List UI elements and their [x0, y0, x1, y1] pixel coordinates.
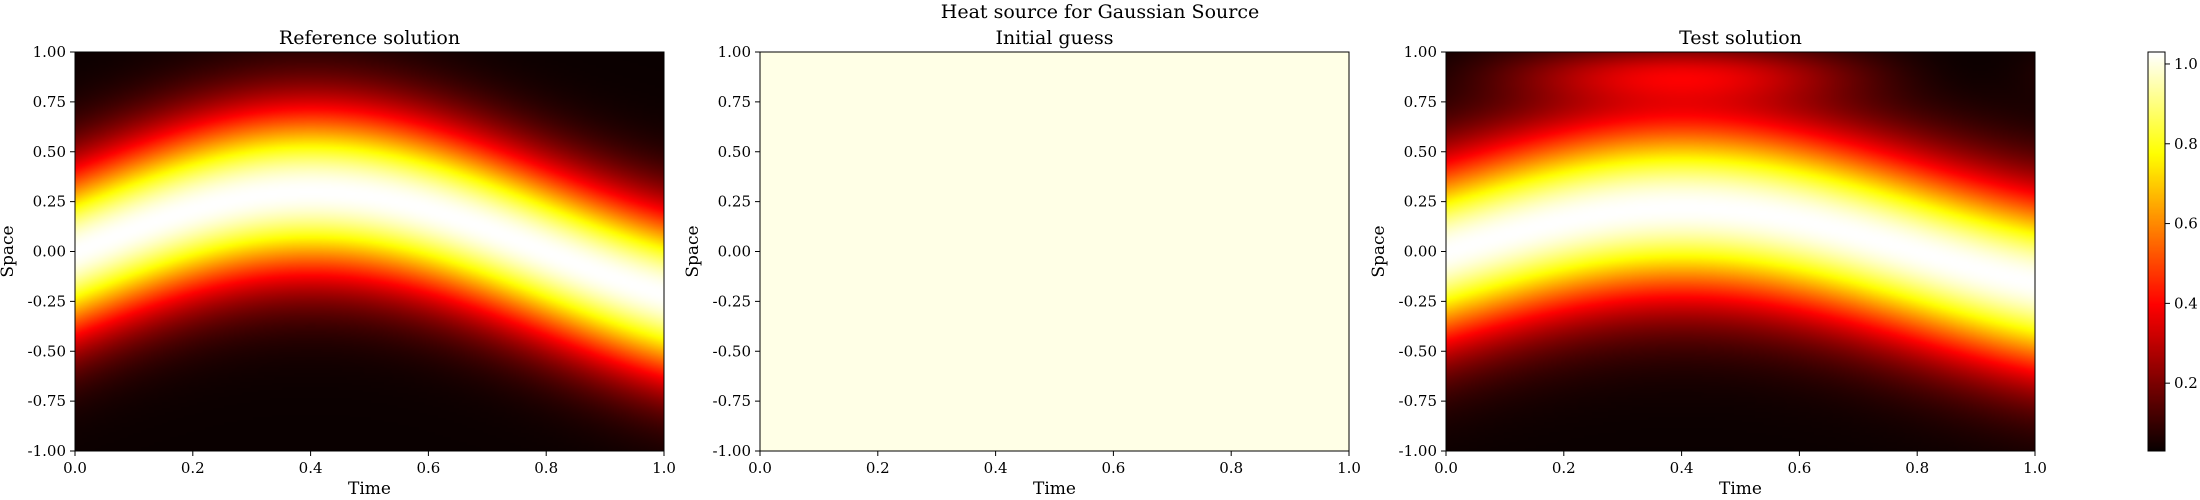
heatmap-panel-1: Reference solution Time Space 0.0 0.2 0.4 0.6 0…	[0, 27, 676, 499]
y-tick-label: -0.50	[1399, 342, 1437, 360]
colorbar-tick-label: 0.8	[2174, 135, 2198, 153]
y-tick-label: -0.75	[28, 392, 66, 410]
colorbar-tick-label: 0.2	[2174, 374, 2198, 392]
panel-title: Test solution	[1679, 27, 1802, 49]
colorbar-tick-label: 1.0	[2174, 55, 2198, 73]
x-tick-label: 0.4	[1670, 459, 1694, 477]
x-tick-label: 0.8	[534, 459, 558, 477]
y-tick-label: -0.25	[28, 292, 66, 310]
heatmap-panel-2: Initial guess Time Space 0.0 0.2 0.4 0.6 0.8 1.0…	[683, 27, 1361, 499]
x-tick-label: 0.8	[1219, 459, 1243, 477]
heatmap-image	[760, 52, 1349, 451]
colorbar-tick-label: 0.4	[2174, 294, 2198, 312]
y-tick-label: -1.00	[28, 442, 66, 460]
y-axis-label: Space	[683, 225, 703, 277]
x-tick-label: 0.6	[1787, 459, 1811, 477]
panel-title: Initial guess	[995, 27, 1113, 49]
x-tick-label: 1.0	[2023, 459, 2047, 477]
y-tick-label: -0.25	[1399, 292, 1437, 310]
x-tick-label: 0.4	[299, 459, 323, 477]
y-tick-label: -0.50	[713, 342, 751, 360]
heatmap-image	[1446, 52, 2035, 451]
y-tick-label: 1.00	[33, 43, 66, 61]
y-tick-label: -1.00	[713, 442, 751, 460]
y-tick-label: -0.75	[713, 392, 751, 410]
x-axis-label: Time	[348, 479, 391, 499]
x-axis-label: Time	[1719, 479, 1762, 499]
y-tick-label: 0.75	[1404, 93, 1437, 111]
x-tick-label: 0.2	[866, 459, 890, 477]
colorbar-gradient	[2148, 52, 2165, 451]
y-tick-label: 0.25	[718, 193, 751, 211]
y-tick-label: 0.50	[33, 143, 66, 161]
x-tick-label: 0.4	[984, 459, 1008, 477]
y-tick-label: 1.00	[718, 43, 751, 61]
y-tick-label: 0.25	[33, 193, 66, 211]
heatmap-panel-3: Test solution Time Space 0.0 0.2 0.4 0.6 0.8 1.0…	[1369, 27, 2047, 499]
colorbar-tick-label: 0.6	[2174, 215, 2198, 233]
y-tick-label: 1.00	[1404, 43, 1437, 61]
y-tick-label: 0.50	[718, 143, 751, 161]
panel-title: Reference solution	[279, 27, 460, 49]
x-axis-label: Time	[1033, 479, 1076, 499]
x-tick-label: 1.0	[1337, 459, 1361, 477]
y-axis-label: Space	[0, 225, 18, 277]
y-tick-label: -0.75	[1399, 392, 1437, 410]
heatmap-image	[75, 52, 664, 451]
x-tick-label: 0.0	[1434, 459, 1458, 477]
y-tick-label: 0.75	[33, 93, 66, 111]
y-tick-label: 0.00	[718, 243, 751, 261]
x-tick-label: 0.0	[63, 459, 87, 477]
x-tick-label: 0.8	[1905, 459, 1929, 477]
y-tick-label: 0.00	[1404, 243, 1437, 261]
x-tick-label: 0.0	[748, 459, 772, 477]
x-tick-label: 0.6	[1101, 459, 1125, 477]
y-tick-label: -1.00	[1399, 442, 1437, 460]
x-tick-label: 1.0	[652, 459, 676, 477]
colorbar: 0.2 0.4 0.6 0.8 1.0	[2147, 51, 2198, 452]
y-tick-label: 0.50	[1404, 143, 1437, 161]
y-tick-label: 0.00	[33, 243, 66, 261]
y-tick-label: 0.75	[718, 93, 751, 111]
colorbar-frame	[2147, 51, 2166, 452]
y-tick-label: -0.25	[713, 292, 751, 310]
y-tick-label: 0.25	[1404, 193, 1437, 211]
y-tick-label: -0.50	[28, 342, 66, 360]
x-tick-label: 0.6	[416, 459, 440, 477]
x-tick-label: 0.2	[1552, 459, 1576, 477]
y-axis-label: Space	[1369, 225, 1389, 277]
x-tick-label: 0.2	[181, 459, 205, 477]
figure-title: Heat source for Gaussian Source	[941, 1, 1259, 23]
